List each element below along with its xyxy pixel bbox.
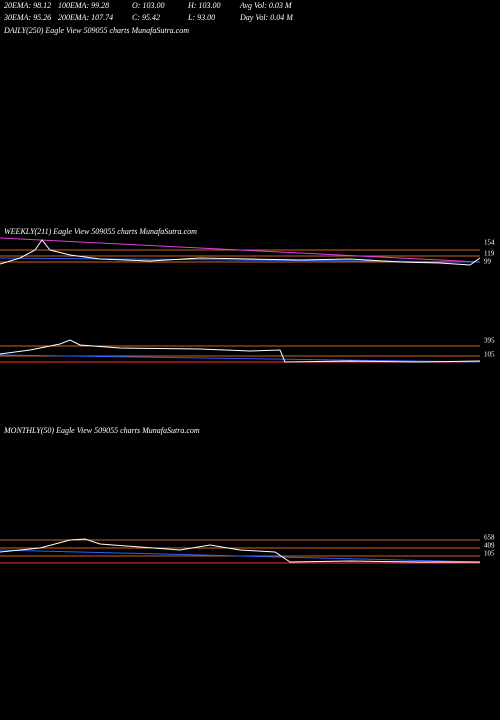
price-label: 658	[484, 534, 495, 542]
header-stat: Day Vol: 0.04 M	[239, 13, 294, 22]
price-label: 409	[484, 542, 495, 550]
price-label: 99	[484, 258, 492, 266]
price-label: 105	[484, 351, 495, 359]
header-stat: 100EMA: 99.28	[58, 1, 109, 10]
monthly-lines	[0, 538, 481, 564]
header-stat: O: 103.00	[132, 1, 164, 10]
header-stat: L: 93.00	[187, 13, 215, 22]
price-label: 105	[484, 550, 495, 558]
header-stat: 200EMA: 107.74	[58, 13, 113, 22]
header-stat: 20EMA: 98.12	[4, 1, 51, 10]
header-stat: Avg Vol: 0.03 M	[239, 1, 293, 10]
panel-title: MONTHLY(50) Eagle View 509055 charts Mun…	[3, 426, 200, 435]
price-label: 119	[484, 250, 495, 258]
panel-title: DAILY(250) Eagle View 509055 charts Muna…	[3, 26, 189, 35]
weekly-lines	[0, 237, 481, 266]
panel-title: WEEKLY(211) Eagle View 509055 charts Mun…	[4, 227, 197, 236]
price-label: 395	[484, 337, 495, 345]
price-label: 154	[484, 239, 495, 247]
header-stat: 30EMA: 95.26	[3, 13, 51, 22]
weekly-lower-lines	[0, 339, 481, 363]
header-stat: H: 103.00	[187, 1, 220, 10]
header-stat: C: 95.42	[132, 13, 160, 22]
